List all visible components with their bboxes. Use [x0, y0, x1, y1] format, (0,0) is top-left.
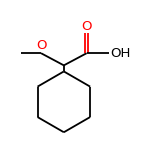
Text: OH: OH: [110, 47, 131, 60]
Text: O: O: [36, 39, 46, 52]
Text: O: O: [81, 20, 92, 33]
